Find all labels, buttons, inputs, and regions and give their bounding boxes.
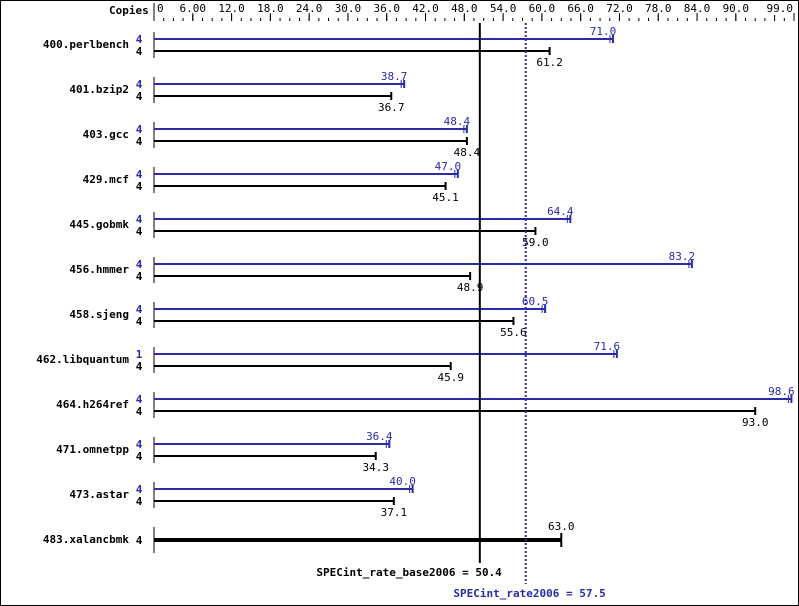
peak-value-label: 48.4 bbox=[444, 115, 471, 128]
peak-copies: 4 bbox=[136, 483, 143, 496]
x-tick-label: 24.0 bbox=[296, 2, 323, 15]
base-value-label: 34.3 bbox=[362, 461, 389, 474]
benchmark-label: 473.astar bbox=[69, 488, 129, 501]
peak-value-label: 71.6 bbox=[594, 340, 621, 353]
copies-header: Copies bbox=[109, 4, 149, 17]
base-value-label: 93.0 bbox=[742, 416, 769, 429]
benchmark-label: 400.perlbench bbox=[43, 38, 129, 51]
peak-copies: 4 bbox=[136, 123, 143, 136]
benchmark-label: 445.gobmk bbox=[69, 218, 129, 231]
base-value-label: 48.9 bbox=[457, 281, 484, 294]
base-value-label: 55.6 bbox=[500, 326, 527, 339]
x-tick-label: 54.0 bbox=[490, 2, 517, 15]
benchmark-label: 471.omnetpp bbox=[56, 443, 129, 456]
peak-copies: 4 bbox=[136, 78, 143, 91]
base-value-label: 63.0 bbox=[548, 520, 575, 533]
peak-copies: 4 bbox=[136, 258, 143, 271]
x-tick-label: 99.0 bbox=[767, 2, 794, 15]
peak-copies: 1 bbox=[136, 348, 143, 361]
x-tick-label: 60.0 bbox=[529, 2, 556, 15]
x-tick-label: 78.0 bbox=[645, 2, 672, 15]
benchmark-label: 483.xalancbmk bbox=[43, 533, 129, 546]
base-value-label: 37.1 bbox=[381, 506, 408, 519]
x-tick-label: 6.00 bbox=[180, 2, 207, 15]
base-copies: 4 bbox=[136, 225, 143, 238]
x-tick-label: 84.0 bbox=[684, 2, 711, 15]
base-value-label: 61.2 bbox=[536, 56, 563, 69]
x-tick-label: 0 bbox=[157, 2, 164, 15]
peak-value-label: 47.0 bbox=[435, 160, 462, 173]
base-copies: 4 bbox=[136, 270, 143, 283]
x-tick-label: 72.0 bbox=[606, 2, 633, 15]
base-value-label: 36.7 bbox=[378, 101, 405, 114]
peak-value-label: 71.0 bbox=[590, 25, 617, 38]
base-copies: 4 bbox=[136, 135, 143, 148]
benchmark-label: 456.hmmer bbox=[69, 263, 129, 276]
x-tick-label: 90.0 bbox=[723, 2, 750, 15]
base-copies: 4 bbox=[136, 360, 143, 373]
peak-value-label: 98.6 bbox=[768, 385, 795, 398]
benchmark-label: 462.libquantum bbox=[36, 353, 129, 366]
base-copies: 4 bbox=[136, 405, 143, 418]
peak-copies: 4 bbox=[136, 168, 143, 181]
peak-value-label: 36.4 bbox=[366, 430, 393, 443]
base-mean-label: SPECint_rate_base2006 = 50.4 bbox=[316, 566, 502, 579]
base-value-label: 48.4 bbox=[454, 146, 481, 159]
peak-mean-label: SPECint_rate2006 = 57.5 bbox=[453, 587, 605, 600]
peak-copies: 4 bbox=[136, 213, 143, 226]
x-tick-label: 12.0 bbox=[218, 2, 245, 15]
peak-copies: 4 bbox=[136, 438, 143, 451]
base-copies: 4 bbox=[136, 90, 143, 103]
base-copies: 4 bbox=[136, 45, 143, 58]
peak-value-label: 60.5 bbox=[522, 295, 549, 308]
base-value-label: 59.0 bbox=[522, 236, 549, 249]
benchmark-label: 458.sjeng bbox=[69, 308, 129, 321]
x-tick-label: 18.0 bbox=[257, 2, 284, 15]
base-copies: 4 bbox=[136, 315, 143, 328]
base-value-label: 45.1 bbox=[432, 191, 459, 204]
benchmark-label: 429.mcf bbox=[83, 173, 129, 186]
benchmark-label: 403.gcc bbox=[83, 128, 129, 141]
peak-value-label: 38.7 bbox=[381, 70, 408, 83]
x-tick-label: 42.0 bbox=[412, 2, 439, 15]
base-copies: 4 bbox=[136, 534, 143, 547]
peak-copies: 4 bbox=[136, 33, 143, 46]
benchmark-label: 464.h264ref bbox=[56, 398, 129, 411]
peak-copies: 4 bbox=[136, 393, 143, 406]
peak-value-label: 40.0 bbox=[389, 475, 416, 488]
peak-value-label: 64.4 bbox=[547, 205, 574, 218]
x-tick-label: 66.0 bbox=[567, 2, 594, 15]
x-tick-label: 30.0 bbox=[335, 2, 362, 15]
peak-value-label: 83.2 bbox=[669, 250, 696, 263]
peak-copies: 4 bbox=[136, 303, 143, 316]
x-tick-label: 48.0 bbox=[451, 2, 478, 15]
base-value-label: 45.9 bbox=[437, 371, 464, 384]
x-tick-label: 36.0 bbox=[373, 2, 400, 15]
base-copies: 4 bbox=[136, 495, 143, 508]
benchmark-label: 401.bzip2 bbox=[69, 83, 129, 96]
base-copies: 4 bbox=[136, 450, 143, 463]
base-copies: 4 bbox=[136, 180, 143, 193]
